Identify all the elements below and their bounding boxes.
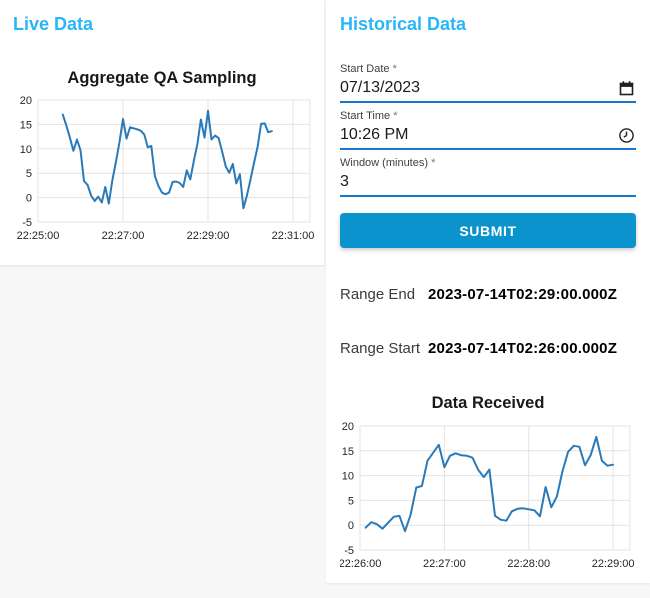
window-minutes-underline bbox=[340, 195, 636, 197]
live-chart-title: Aggregate QA Sampling bbox=[67, 69, 257, 87]
svg-text:10: 10 bbox=[20, 144, 32, 156]
svg-text:22:26:00: 22:26:00 bbox=[340, 558, 381, 570]
start-date-underline bbox=[340, 101, 636, 103]
range-start-value: 2023-07-14T02:26:00.000Z bbox=[428, 340, 618, 357]
svg-text:0: 0 bbox=[26, 193, 32, 205]
required-marker: * bbox=[392, 63, 397, 75]
start-date-field: Start Date * bbox=[340, 62, 636, 103]
svg-text:15: 15 bbox=[20, 119, 32, 131]
submit-button[interactable]: SUBMIT bbox=[340, 213, 636, 248]
start-date-row bbox=[340, 76, 636, 100]
start-time-underline bbox=[340, 148, 636, 150]
svg-text:10: 10 bbox=[342, 471, 354, 483]
svg-text:22:28:00: 22:28:00 bbox=[507, 558, 550, 570]
required-marker: * bbox=[431, 157, 436, 169]
range-end-label: Range End bbox=[340, 286, 416, 303]
live-data-column: Live Data Aggregate QA Sampling -5 0 5 10 15… bbox=[0, 0, 324, 598]
calendar-icon[interactable] bbox=[616, 78, 636, 98]
range-start-row: Range Start 2023-07-14T02:26:00.000Z bbox=[340, 340, 636, 358]
svg-text:22:25:00: 22:25:00 bbox=[17, 230, 60, 242]
svg-text:22:31:00: 22:31:00 bbox=[272, 230, 315, 242]
window-minutes-field: Window (minutes) * bbox=[340, 156, 636, 197]
window-minutes-input[interactable] bbox=[340, 170, 636, 194]
svg-text:22:29:00: 22:29:00 bbox=[592, 558, 635, 570]
svg-text:22:27:00: 22:27:00 bbox=[102, 230, 145, 242]
historical-data-heading: Historical Data bbox=[340, 14, 467, 34]
window-minutes-label: Window (minutes) * bbox=[340, 156, 636, 170]
received-chart-title: Data Received bbox=[431, 394, 545, 412]
received-chart: -5 0 5 10 15 20 22:26:00 22:27:00 22:28:00 22:29:… bbox=[340, 421, 635, 570]
start-date-label-text: Start Date bbox=[340, 63, 390, 75]
historical-data-column: Historical Data Start Date * bbox=[326, 0, 650, 598]
historical-data-card: Historical Data Start Date * bbox=[326, 0, 650, 583]
start-date-label: Start Date * bbox=[340, 62, 636, 76]
start-time-label: Start Time * bbox=[340, 109, 636, 123]
window-minutes-row bbox=[340, 170, 636, 194]
range-end-row: Range End 2023-07-14T02:29:00.000Z bbox=[340, 286, 636, 304]
clock-icon[interactable] bbox=[616, 125, 636, 145]
required-marker: * bbox=[393, 110, 398, 122]
svg-text:5: 5 bbox=[26, 168, 32, 180]
svg-text:20: 20 bbox=[342, 421, 354, 433]
live-data-heading: Live Data bbox=[13, 14, 94, 34]
svg-text:5: 5 bbox=[348, 495, 354, 507]
svg-text:15: 15 bbox=[342, 446, 354, 458]
historical-query-form: Start Date * bbox=[340, 62, 636, 248]
svg-text:22:27:00: 22:27:00 bbox=[423, 558, 466, 570]
range-start-label: Range Start bbox=[340, 340, 421, 357]
start-time-row bbox=[340, 123, 636, 147]
window-minutes-label-text: Window (minutes) bbox=[340, 157, 429, 169]
svg-text:-5: -5 bbox=[22, 217, 32, 229]
svg-text:-5: -5 bbox=[344, 545, 354, 557]
live-data-card: Live Data Aggregate QA Sampling -5 0 5 10 15… bbox=[0, 0, 324, 265]
live-chart: -5 0 5 10 15 20 22:25:00 22:27:00 22:29:00 22:31:… bbox=[17, 95, 315, 242]
svg-text:22:29:00: 22:29:00 bbox=[187, 230, 230, 242]
start-time-input[interactable] bbox=[340, 123, 616, 147]
query-results: Range End 2023-07-14T02:29:00.000Z Range… bbox=[340, 286, 636, 358]
range-end-value: 2023-07-14T02:29:00.000Z bbox=[428, 286, 618, 303]
start-time-label-text: Start Time bbox=[340, 110, 391, 122]
svg-text:20: 20 bbox=[20, 95, 32, 107]
start-time-field: Start Time * bbox=[340, 109, 636, 150]
svg-text:0: 0 bbox=[348, 520, 354, 532]
start-date-input[interactable] bbox=[340, 76, 616, 100]
